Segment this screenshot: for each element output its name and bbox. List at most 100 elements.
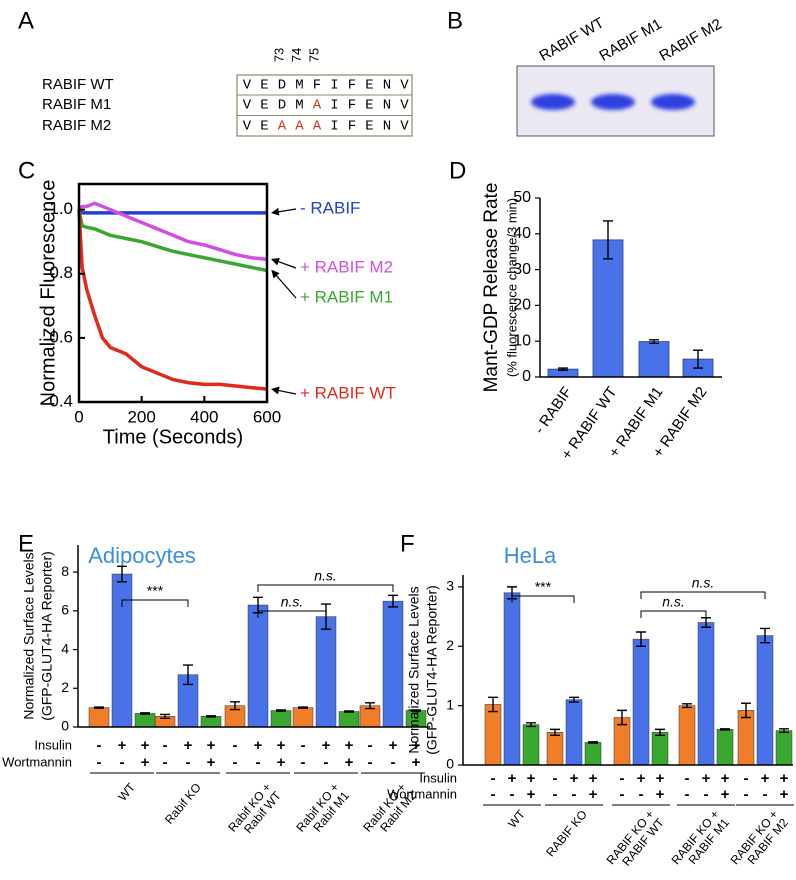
condition-sign: - [163,737,168,754]
condition-sign: + [141,737,150,754]
gel-band [651,94,695,110]
error-bar [741,702,751,719]
residue: E [260,98,268,114]
error-bar [206,715,216,718]
bar [88,707,110,728]
bar [247,604,269,728]
significance-label: n.s. [692,575,715,591]
lane-label: RABIF WT [536,14,607,65]
residue: A [295,119,304,135]
condition-sign: + [184,737,193,754]
error-bar [655,728,665,737]
condition-sign: - [256,754,261,771]
panel-label: C [18,157,35,184]
x-tick-label: 200 [127,407,155,426]
y-tick-label: 6 [61,602,69,618]
condition-sign: - [233,754,238,771]
error-bar [140,712,150,715]
condition-label: Insulin [419,770,457,785]
condition-sign: - [744,770,749,787]
significance-label: *** [147,583,164,599]
y-tick-label: 0.4 [49,391,73,410]
chart-title: HeLa [504,543,557,568]
error-bar [588,741,598,744]
condition-sign: + [345,754,354,771]
y-axis-title: (GFP-GLUT4-HA Reporter) [424,585,440,755]
condition-label: Insulin [34,737,72,752]
condition-sign: - [553,786,558,803]
series-line [77,209,268,273]
y-tick-label: 2 [446,637,454,653]
error-bar [569,696,579,703]
condition-sign: + [141,754,150,771]
bar [678,705,696,766]
y-tick-label: 1 [446,696,454,712]
y-axis-title: Normalized Surface Levels [406,586,422,753]
bar [200,716,222,728]
x-tick-label: 0 [74,407,83,426]
bar [382,600,404,728]
condition-sign: + [589,770,598,787]
condition-sign: + [277,737,286,754]
residue: F [348,98,356,114]
residue: A [313,98,322,114]
bar [737,710,755,766]
error-bar [298,706,308,709]
error-bar [183,664,193,686]
condition-sign: + [389,737,398,754]
condition-sign: - [685,770,690,787]
residue: V [400,98,409,114]
lane-label: RABIF M1 [596,16,664,65]
error-bar [603,220,613,260]
significance-bracket [121,599,189,607]
bar [716,729,734,766]
residue: I [330,98,338,114]
residue: I [330,78,338,94]
label-arrow [271,269,297,299]
error-bar [558,367,568,371]
condition-sign: - [744,786,749,803]
residue: D [278,78,286,94]
x-tick-label: 600 [253,407,281,426]
series-line [77,201,268,262]
position-label: 74 [289,48,304,62]
error-bar [344,710,354,713]
residue: A [313,119,322,135]
error-bar [617,709,627,726]
gel-band [531,94,575,110]
sequence-name: RABIF M1 [42,96,111,113]
residue: M [295,98,303,114]
significance-bracket [511,595,575,603]
bar [638,341,670,378]
condition-sign: - [510,786,515,803]
residue: E [260,119,268,135]
bar [270,710,292,728]
residue: E [365,98,373,114]
y-tick-label: 20 [513,297,531,314]
series-line [77,209,268,391]
residue: N [383,119,391,135]
residue: E [365,78,373,94]
y-tick-label: 3 [446,578,454,594]
significance-label: *** [535,579,552,595]
residue: M [295,78,303,94]
error-bar [411,709,421,712]
series-line [77,208,267,215]
error-bar [230,701,240,711]
panel-label: F [400,530,415,557]
x-axis-title: Time (Seconds) [103,426,243,448]
residue: F [348,119,356,135]
bar [546,732,564,766]
y-tick-label: 1.0 [49,199,73,218]
significance-label: n.s. [314,568,337,584]
significance-bracket [640,591,766,599]
condition-sign: - [301,754,306,771]
condition-sign: + [721,770,730,787]
bar [565,699,583,766]
series-label: + RABIF M1 [300,287,393,306]
position-label: 75 [306,48,321,62]
bar [292,707,314,728]
error-bar [160,713,170,719]
